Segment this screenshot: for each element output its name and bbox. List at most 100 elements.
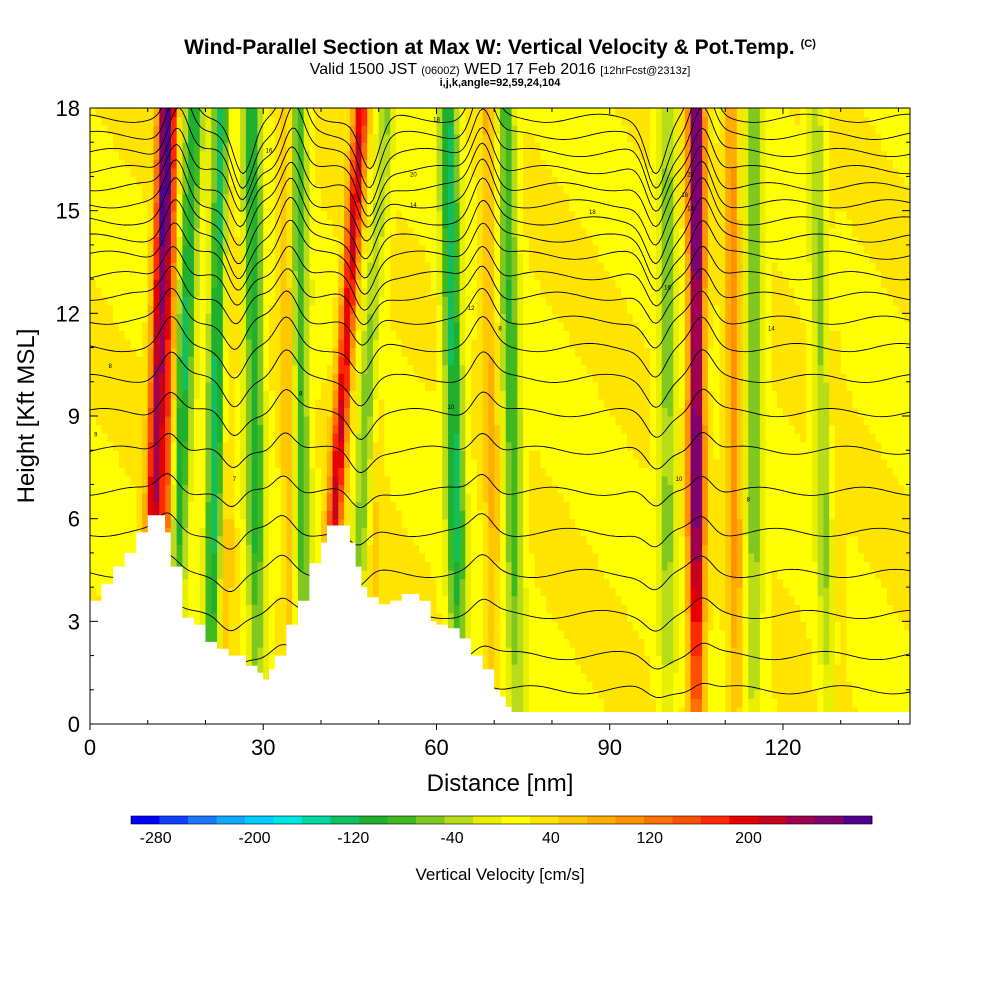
velocity-cell [332,518,339,528]
velocity-cell [245,578,253,588]
velocity-cell [719,535,726,545]
velocity-cell [217,552,224,563]
velocity-cell [730,647,738,657]
velocity-cell [482,501,490,511]
velocity-cell [511,552,518,563]
velocity-cell [609,501,617,511]
velocity-cell [794,689,801,699]
velocity-cell [696,621,703,631]
velocity-cell [580,433,588,443]
velocity-cell [811,612,819,622]
velocity-cell [886,475,894,486]
velocity-cell [765,664,772,674]
velocity-cell [488,518,495,528]
velocity-cell [580,544,588,554]
velocity-cell [592,587,599,597]
velocity-cell [448,467,455,477]
velocity-cell [136,493,143,503]
velocity-cell [315,433,322,443]
velocity-cell [124,450,132,460]
velocity-cell [442,433,449,443]
velocity-cell [557,501,565,511]
velocity-cell [90,501,97,511]
velocity-cell [193,604,201,614]
velocity-cell [719,604,726,614]
velocity-cell [575,578,582,588]
velocity-cell [777,706,784,717]
velocity-cell [269,441,276,451]
velocity-cell [390,493,397,503]
velocity-cell [696,424,703,434]
velocity-cell [840,629,848,640]
velocity-cell [384,578,391,588]
velocity-cell [257,604,264,614]
velocity-cell [598,689,605,699]
velocity-cell [228,493,235,503]
velocity-cell [511,570,518,580]
velocity-cell [424,467,432,477]
velocity-cell [811,587,819,597]
velocity-cell [713,629,721,640]
velocity-cell [523,535,530,545]
velocity-cell [742,621,749,631]
velocity-cell [771,501,778,511]
velocity-cell [540,706,547,717]
velocity-cell [170,424,178,434]
velocity-cell [309,475,316,486]
velocity-cell [881,544,888,554]
velocity-cell [736,484,744,494]
velocity-cell [713,424,721,434]
velocity-cell [754,672,761,682]
velocity-cell [557,621,565,631]
velocity-cell [407,467,414,477]
velocity-cell [852,441,859,451]
velocity-cell [892,672,900,682]
velocity-cell [650,595,657,605]
velocity-cell [563,501,570,511]
velocity-cell [378,570,386,580]
velocity-cell [759,467,767,477]
velocity-cell [754,681,761,691]
velocity-cell [632,698,640,708]
velocity-cell [806,681,813,691]
velocity-cell [782,647,790,657]
velocity-cell [632,441,640,451]
velocity-cell [471,535,478,545]
velocity-cell [199,587,207,597]
velocity-cell [297,493,305,503]
velocity-cell [650,501,657,511]
velocity-cell [621,484,628,494]
velocity-cell [615,629,622,640]
velocity-cell [401,587,409,597]
velocity-cell [875,604,882,614]
velocity-cell [442,501,449,511]
velocity-cell [771,621,778,631]
velocity-cell [297,544,305,554]
velocity-cell [650,544,657,554]
velocity-cell [349,501,357,511]
velocity-cell [632,535,640,545]
velocity-cell [881,672,888,682]
velocity-cell [881,655,888,665]
velocity-cell [205,552,212,563]
velocity-cell [713,672,721,682]
velocity-cell [147,441,155,451]
velocity-cell [263,510,270,520]
velocity-cell [858,706,865,717]
velocity-cell [205,450,212,460]
velocity-cell [500,664,507,674]
velocity-cell [448,441,455,451]
velocity-cell [719,484,726,494]
velocity-cell [448,475,455,486]
velocity-cell [823,458,830,468]
velocity-cell [777,552,784,563]
velocity-cell [840,424,848,434]
velocity-cell [759,475,767,486]
velocity-cell [892,647,900,657]
velocity-cell [182,612,189,622]
velocity-cell [257,510,264,520]
velocity-cell [863,552,871,563]
velocity-cell [113,561,120,571]
velocity-cell [95,527,103,537]
velocity-cell [898,433,905,443]
